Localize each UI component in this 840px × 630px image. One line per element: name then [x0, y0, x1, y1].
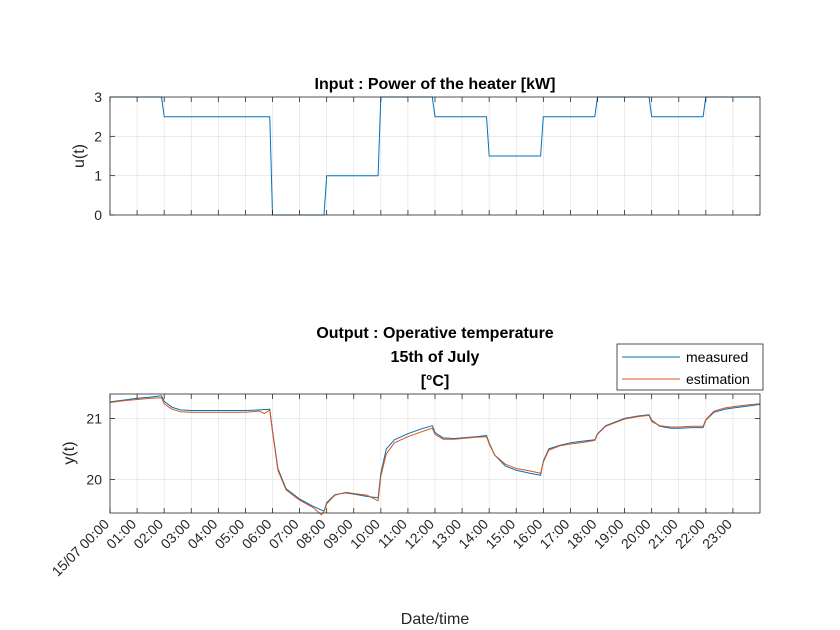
x-tick-label: 09:00: [320, 516, 356, 552]
series-line-measured: [109, 395, 761, 512]
legend-box: [616, 343, 764, 391]
x-tick-label: 18:00: [564, 516, 600, 552]
x-tick-label: 01:00: [103, 516, 139, 552]
power-chart-title: Input : Power of the heater [kW]: [315, 76, 556, 93]
x-tick-label: 02:00: [130, 516, 166, 552]
x-tick-label: 21:00: [645, 516, 681, 552]
series-line-series-0: [110, 96, 760, 216]
series-line-estimation: [109, 397, 761, 516]
temperature-output-axes: 20 21 15/07 00:0001:0002:0003:0004:0005:00…: [49, 325, 764, 628]
x-tick-label: 04:00: [184, 516, 220, 552]
y-tick-label: 20: [86, 471, 102, 487]
power-input-axes: 0 1 2 3 Input : Power of the heater [kW] u(…: [71, 76, 761, 223]
x-tick-label: 23:00: [699, 516, 735, 552]
x-tick-label: 08:00: [293, 516, 329, 552]
x-tick-label: 05:00: [211, 516, 247, 552]
temperature-chart-subtitle-unit: [°C]: [421, 373, 450, 390]
y-tick-label: 3: [94, 89, 102, 105]
x-tick-label: 19:00: [591, 516, 627, 552]
x-tick-label: 12:00: [401, 516, 437, 552]
power-series: [110, 96, 760, 216]
temperature-chart-subtitle-date: 15th of July: [391, 349, 480, 366]
y-tick-label: 1: [94, 168, 102, 184]
x-tick-label: 15:00: [482, 516, 518, 552]
power-y-axis-label: u(t): [71, 144, 88, 168]
legend-label-estimation: estimation: [686, 371, 750, 387]
legend-label-measured: measured: [686, 349, 748, 365]
temperature-grid: [110, 394, 760, 513]
x-axis-label: Date/time: [401, 611, 470, 628]
x-tick-label: 22:00: [672, 516, 708, 552]
x-tick-label: 20:00: [618, 516, 654, 552]
y-tick-label: 21: [86, 410, 102, 426]
x-tick-label: 06:00: [239, 516, 275, 552]
temperature-chart-title: Output : Operative temperature: [316, 325, 553, 342]
x-tick-label: 17:00: [536, 516, 572, 552]
temperature-series: [109, 395, 761, 516]
x-tick-label: 14:00: [455, 516, 491, 552]
x-tick-label: 15/07 00:00: [49, 516, 113, 580]
y-tick-label: 0: [94, 207, 102, 223]
temperature-y-axis-label: y(t): [61, 441, 78, 464]
power-ticks: 0 1 2 3: [94, 89, 760, 223]
x-tick-label: 03:00: [157, 516, 193, 552]
x-tick-label: 11:00: [375, 516, 411, 552]
x-tick-label: 16:00: [509, 516, 545, 552]
x-tick-label: 07:00: [266, 516, 302, 552]
x-tick-label: 13:00: [428, 516, 464, 552]
y-tick-label: 2: [94, 128, 102, 144]
x-tick-label: 10:00: [347, 516, 383, 552]
legend: measured estimation: [616, 343, 764, 391]
